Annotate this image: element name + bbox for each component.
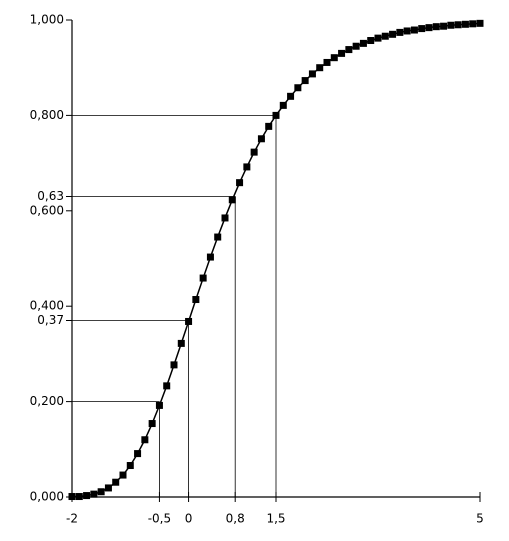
marker <box>330 54 338 62</box>
marker <box>75 493 83 501</box>
marker <box>97 488 105 496</box>
marker <box>236 179 244 187</box>
y-tick-label: 1,000 <box>30 13 64 27</box>
marker <box>316 64 324 72</box>
marker <box>141 436 149 444</box>
x-tick-label: 1,5 <box>266 512 285 526</box>
marker <box>243 163 251 171</box>
marker <box>170 361 178 369</box>
x-tick-label: 0 <box>185 512 193 526</box>
y-tick-label: 0,400 <box>30 299 64 313</box>
y-tick-label: 0,37 <box>37 313 64 327</box>
marker <box>389 30 397 38</box>
y-tick-label: 0,63 <box>37 189 64 203</box>
marker <box>148 420 156 428</box>
marker <box>119 471 127 479</box>
marker <box>323 58 331 66</box>
marker <box>476 19 484 27</box>
marker <box>440 22 448 30</box>
marker <box>155 401 163 409</box>
marker <box>454 21 462 29</box>
marker <box>250 148 258 156</box>
marker <box>199 274 207 282</box>
marker <box>432 23 440 31</box>
marker <box>185 317 193 325</box>
marker <box>447 21 455 29</box>
marker <box>192 296 200 304</box>
marker <box>68 493 76 501</box>
marker <box>301 77 309 85</box>
marker <box>214 233 222 241</box>
y-tick-label: 0,200 <box>30 394 64 408</box>
marker <box>359 39 367 47</box>
marker <box>418 25 426 33</box>
marker <box>126 462 134 470</box>
marker <box>287 92 295 100</box>
marker <box>177 339 185 347</box>
marker <box>90 490 98 498</box>
marker <box>374 34 382 42</box>
marker <box>345 46 353 54</box>
marker <box>461 20 469 28</box>
marker <box>112 478 120 486</box>
marker <box>396 28 404 36</box>
marker <box>272 111 280 119</box>
marker <box>410 26 418 34</box>
y-tick-label: 0,600 <box>30 203 64 217</box>
marker <box>228 196 236 204</box>
marker <box>381 32 389 40</box>
x-tick-label: -2 <box>66 512 78 526</box>
x-tick-label: -0,5 <box>148 512 171 526</box>
marker <box>294 84 302 92</box>
marker <box>257 135 265 143</box>
x-tick-label: 0,8 <box>226 512 245 526</box>
marker <box>403 27 411 35</box>
y-tick-label: 0,800 <box>30 108 64 122</box>
marker <box>308 70 316 78</box>
x-tick-label: 5 <box>476 512 484 526</box>
marker <box>265 122 273 130</box>
marker <box>163 382 171 390</box>
marker <box>425 24 433 32</box>
marker <box>104 484 112 492</box>
marker <box>338 49 346 57</box>
y-tick-label: 0,000 <box>30 490 64 504</box>
marker <box>352 42 360 50</box>
marker <box>469 20 477 28</box>
marker <box>83 492 91 500</box>
marker <box>221 214 229 222</box>
marker <box>367 37 375 45</box>
marker <box>134 450 142 458</box>
marker <box>206 253 214 261</box>
marker <box>279 101 287 109</box>
